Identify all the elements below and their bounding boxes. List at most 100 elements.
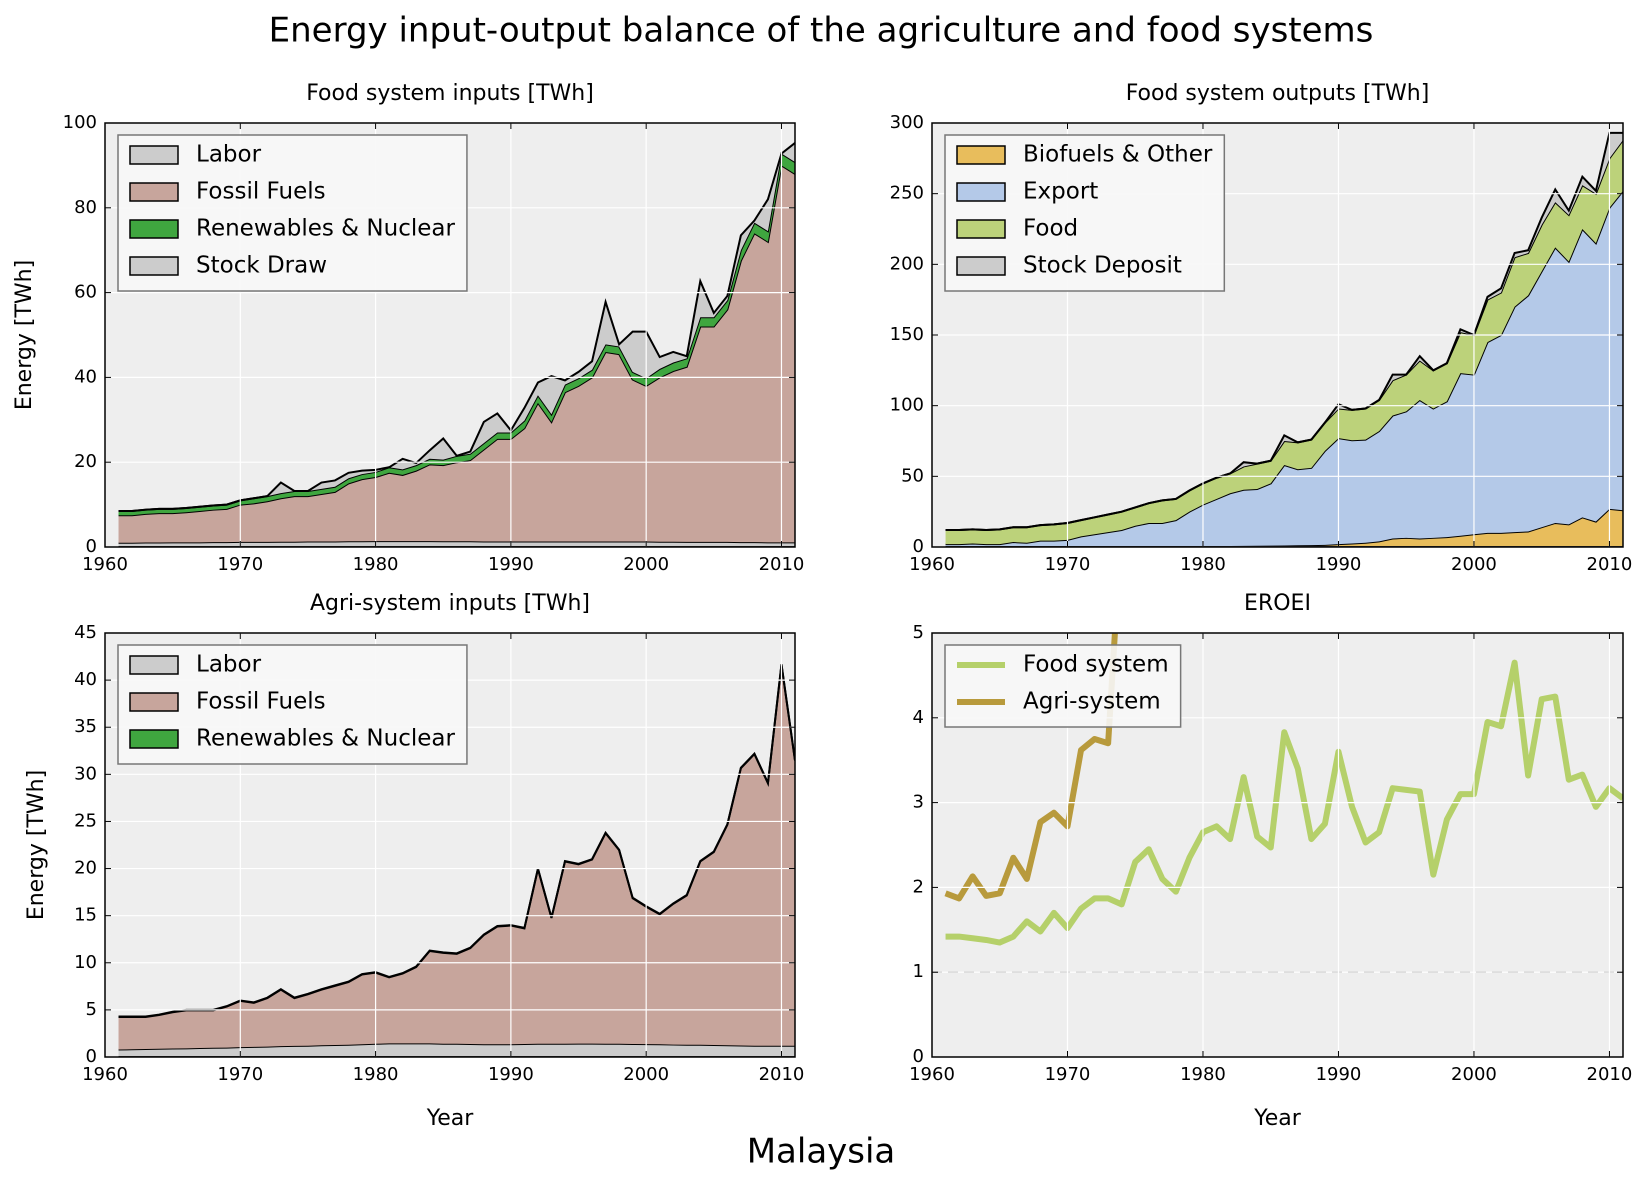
y-tick-label: 250	[890, 183, 924, 204]
x-tick-label: 1970	[1045, 554, 1091, 575]
legend-box	[944, 644, 1182, 728]
legend-label: Labor	[196, 652, 262, 678]
x-tick-label: 1980	[1180, 554, 1226, 575]
legend-swatch	[129, 655, 179, 675]
legend: Labor Fossil Fuels Renewables & Nuclear	[117, 644, 468, 765]
x-tick-label: 1960	[82, 1064, 128, 1085]
legend-label: Export	[1023, 179, 1098, 205]
legend-label: Labor	[196, 142, 262, 168]
area	[118, 664, 795, 1050]
y-tick-label: 25	[74, 810, 97, 831]
area	[945, 190, 1623, 547]
plot-area	[118, 142, 795, 547]
y-tick-label: 5	[86, 999, 97, 1020]
area	[945, 508, 1623, 547]
y-axis-label: Energy [TWh]	[24, 770, 49, 920]
x-tick-label: 2010	[1587, 554, 1633, 575]
y-tick-label: 40	[74, 669, 97, 690]
y-tick-label: 50	[901, 465, 924, 486]
plot-frame	[104, 122, 796, 548]
legend-label: Food system	[1023, 652, 1169, 678]
legend-swatch	[956, 219, 1006, 239]
subplot-title: Agri-system inputs [TWh]	[310, 591, 590, 616]
y-tick-label: 20	[74, 858, 97, 879]
y-tick-label: 10	[74, 952, 97, 973]
legend-label: Fossil Fuels	[196, 689, 326, 715]
area	[945, 139, 1623, 545]
y-tick-label: 30	[74, 763, 97, 784]
suptitle: Energy input-output balance of the agric…	[269, 11, 1374, 51]
legend-swatch	[129, 182, 179, 202]
x-tick-label: 1990	[488, 1064, 534, 1085]
y-tick-label: 15	[74, 905, 97, 926]
x-tick-label: 2000	[1451, 1064, 1497, 1085]
legend-label: Renewables & Nuclear	[196, 216, 455, 242]
y-tick-label: 3	[913, 792, 924, 813]
x-tick-label: 1980	[1180, 1064, 1226, 1085]
legend-swatch	[129, 219, 179, 239]
legend-label: Stock Draw	[196, 253, 327, 279]
legend-label: Food	[1023, 216, 1078, 242]
x-tick-label: 1980	[353, 1064, 399, 1085]
x-tick-label: 1960	[909, 1064, 955, 1085]
x-axis-label: Year	[1253, 1106, 1302, 1131]
legend-label: Agri-system	[1023, 689, 1161, 715]
y-tick-label: 100	[63, 112, 97, 133]
legend-swatch	[129, 145, 179, 165]
y-tick-label: 5	[913, 622, 924, 643]
plot-area	[118, 663, 795, 1057]
x-tick-label: 1970	[1045, 1064, 1091, 1085]
legend-swatch	[956, 145, 1006, 165]
x-tick-label: 1960	[82, 554, 128, 575]
subplot-title: EROEI	[1244, 591, 1311, 616]
legend-swatch	[129, 729, 179, 749]
subplot-title: Food system inputs [TWh]	[306, 81, 594, 106]
legend-label: Fossil Fuels	[196, 179, 326, 205]
legend-swatch	[129, 692, 179, 712]
legend: Biofuels & Other Export Food Stock Deposit	[944, 134, 1226, 292]
x-tick-label: 2010	[759, 1064, 805, 1085]
legend-label: Biofuels & Other	[1023, 142, 1213, 168]
y-tick-label: 150	[890, 324, 924, 345]
x-tick-label: 2010	[1587, 1064, 1633, 1085]
y-tick-label: 100	[890, 395, 924, 416]
x-axis-label: Year	[426, 1106, 475, 1131]
y-tick-label: 4	[913, 707, 924, 728]
line	[944, 633, 1118, 902]
plot-frame	[931, 632, 1624, 1058]
x-tick-label: 2000	[623, 554, 669, 575]
x-tick-label: 1990	[1316, 1064, 1362, 1085]
y-tick-label: 0	[86, 1046, 97, 1067]
plot-frame	[104, 632, 796, 1058]
country-label: Malaysia	[747, 1132, 896, 1172]
y-tick-label: 40	[74, 366, 97, 387]
x-tick-label: 2000	[1451, 554, 1497, 575]
x-tick-label: 1990	[488, 554, 534, 575]
area	[118, 165, 795, 543]
plot-area	[945, 131, 1623, 547]
y-tick-label: 0	[86, 536, 97, 557]
x-tick-label: 1960	[909, 554, 955, 575]
x-tick-label: 2000	[623, 1064, 669, 1085]
legend-label: Renewables & Nuclear	[196, 726, 455, 752]
y-tick-label: 45	[74, 622, 97, 643]
x-tick-label: 1970	[217, 554, 263, 575]
area-edge	[118, 142, 795, 512]
y-axis-label: Energy [TWh]	[12, 260, 37, 410]
y-tick-label: 300	[890, 112, 924, 133]
legend-swatch	[956, 256, 1006, 276]
area-edge	[118, 663, 795, 1018]
legend-label: Stock Deposit	[1023, 253, 1182, 279]
y-tick-label: 35	[74, 716, 97, 737]
plot-frame	[931, 122, 1624, 548]
legend-swatch	[129, 256, 179, 276]
x-tick-label: 1970	[217, 1064, 263, 1085]
y-tick-label: 1	[913, 961, 924, 982]
y-tick-label: 0	[913, 1046, 924, 1067]
line	[945, 659, 1623, 946]
legend: Food system Agri-system	[944, 644, 1182, 728]
y-tick-label: 60	[74, 282, 97, 303]
legend: Labor Fossil Fuels Renewables & Nuclear Sto…	[117, 134, 468, 292]
y-tick-label: 0	[913, 536, 924, 557]
